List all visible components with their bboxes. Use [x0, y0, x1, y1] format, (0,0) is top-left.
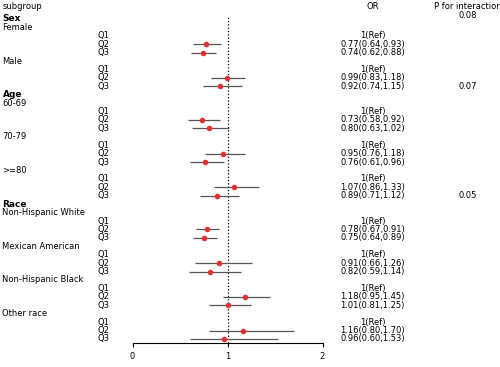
Text: Q2: Q2 — [98, 116, 110, 124]
Text: Q1: Q1 — [98, 141, 110, 150]
Text: 0.78(0.67,0.91): 0.78(0.67,0.91) — [340, 225, 405, 234]
Text: P for interaction: P for interaction — [434, 2, 500, 11]
Text: Q2: Q2 — [98, 225, 110, 234]
Text: Sex: Sex — [2, 14, 21, 23]
Text: Q2: Q2 — [98, 326, 110, 335]
Text: 0.89(0.71,1.12): 0.89(0.71,1.12) — [340, 191, 405, 200]
Text: 0.95(0.76,1.18): 0.95(0.76,1.18) — [340, 149, 405, 158]
Text: 70-79: 70-79 — [2, 132, 27, 141]
Text: 0.75(0.64,0.89): 0.75(0.64,0.89) — [340, 233, 405, 242]
Text: 0.08: 0.08 — [458, 11, 477, 20]
Text: Q3: Q3 — [98, 157, 110, 167]
Text: Race: Race — [2, 200, 27, 209]
Text: 0.74(0.62,0.88): 0.74(0.62,0.88) — [340, 48, 405, 57]
Text: Q2: Q2 — [98, 259, 110, 268]
Text: Q3: Q3 — [98, 191, 110, 200]
Text: Other race: Other race — [2, 309, 48, 318]
Text: Q2: Q2 — [98, 183, 110, 192]
Text: Non-Hispanic Black: Non-Hispanic Black — [2, 276, 84, 284]
Text: 0.80(0.63,1.02): 0.80(0.63,1.02) — [340, 124, 405, 133]
Text: 1(Ref): 1(Ref) — [360, 317, 385, 327]
Text: 0.91(0.66,1.26): 0.91(0.66,1.26) — [340, 259, 405, 268]
Text: Q3: Q3 — [98, 334, 110, 344]
Text: 1(Ref): 1(Ref) — [360, 65, 385, 74]
Text: Q2: Q2 — [98, 292, 110, 301]
Text: 1(Ref): 1(Ref) — [360, 217, 385, 226]
Text: Q1: Q1 — [98, 284, 110, 293]
Text: 0.77(0.64,0.93): 0.77(0.64,0.93) — [340, 40, 405, 49]
Text: 0.92(0.74,1.15): 0.92(0.74,1.15) — [340, 82, 404, 91]
Text: 0.99(0.83,1.18): 0.99(0.83,1.18) — [340, 73, 405, 82]
Text: >=80: >=80 — [2, 166, 27, 175]
Text: Q1: Q1 — [98, 31, 110, 40]
Text: 1(Ref): 1(Ref) — [360, 284, 385, 293]
Text: Q1: Q1 — [98, 250, 110, 259]
Text: 1(Ref): 1(Ref) — [360, 107, 385, 116]
Text: Q3: Q3 — [98, 233, 110, 242]
Text: 0.73(0.58,0.92): 0.73(0.58,0.92) — [340, 116, 405, 124]
Text: 1.07(0.86,1.33): 1.07(0.86,1.33) — [340, 183, 405, 192]
Text: subgroup: subgroup — [2, 2, 42, 11]
Text: Q2: Q2 — [98, 149, 110, 158]
Text: 1.16(0.80,1.70): 1.16(0.80,1.70) — [340, 326, 405, 335]
Text: 0.07: 0.07 — [458, 82, 477, 91]
Text: Q1: Q1 — [98, 65, 110, 74]
Text: Mexican American: Mexican American — [2, 242, 80, 251]
Text: 60-69: 60-69 — [2, 99, 27, 108]
Text: 1(Ref): 1(Ref) — [360, 31, 385, 40]
Text: Female: Female — [2, 23, 33, 32]
Text: 0.05: 0.05 — [458, 191, 476, 200]
Text: 0.76(0.61,0.96): 0.76(0.61,0.96) — [340, 157, 405, 167]
Text: Q3: Q3 — [98, 124, 110, 133]
Text: Q3: Q3 — [98, 48, 110, 57]
Text: Q1: Q1 — [98, 217, 110, 226]
Text: OR: OR — [366, 2, 379, 11]
Text: Q1: Q1 — [98, 317, 110, 327]
Text: 0.96(0.60,1.53): 0.96(0.60,1.53) — [340, 334, 405, 344]
Text: Age: Age — [2, 90, 22, 99]
Text: Q1: Q1 — [98, 107, 110, 116]
Text: 1(Ref): 1(Ref) — [360, 250, 385, 259]
Text: Q3: Q3 — [98, 301, 110, 310]
Text: Q1: Q1 — [98, 174, 110, 184]
Text: Q3: Q3 — [98, 82, 110, 91]
Text: Non-Hispanic White: Non-Hispanic White — [2, 208, 86, 217]
Text: 1(Ref): 1(Ref) — [360, 141, 385, 150]
Text: Q2: Q2 — [98, 40, 110, 49]
Text: 1(Ref): 1(Ref) — [360, 174, 385, 184]
Text: Q2: Q2 — [98, 73, 110, 82]
Text: 1.18(0.95,1.45): 1.18(0.95,1.45) — [340, 292, 404, 301]
Text: 1.01(0.81,1.25): 1.01(0.81,1.25) — [340, 301, 404, 310]
Text: Male: Male — [2, 57, 22, 65]
Text: 0.82(0.59,1.14): 0.82(0.59,1.14) — [340, 267, 404, 276]
Text: Q3: Q3 — [98, 267, 110, 276]
